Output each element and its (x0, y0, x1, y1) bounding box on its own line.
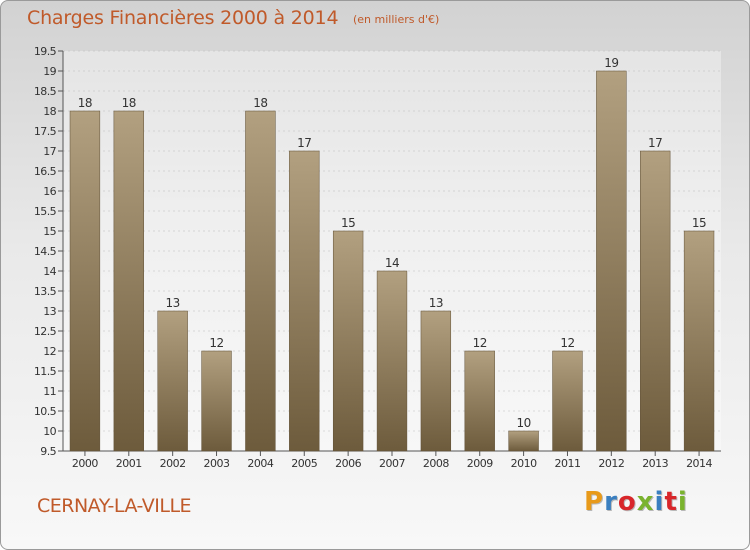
bar (683, 230, 715, 452)
y-tick-label: 12.5 (34, 325, 57, 338)
y-tick-label: 18 (43, 105, 56, 118)
bar (113, 110, 144, 452)
logo-letter: i (654, 487, 665, 517)
y-tick-label: 11.5 (34, 365, 57, 378)
bar-value-label: 15 (341, 216, 355, 230)
bar-value-label: 17 (297, 136, 311, 150)
x-tick-label: 2006 (335, 457, 361, 470)
y-tick-label: 15.5 (34, 205, 57, 218)
bar-value-label: 12 (473, 336, 487, 350)
x-tick-label: 2001 (116, 457, 142, 470)
y-tick-label: 10.5 (34, 405, 57, 418)
x-tick-label: 2007 (379, 457, 405, 470)
x-tick-label: 2003 (204, 457, 230, 470)
logo-letter: x (636, 487, 655, 517)
bar (420, 310, 452, 452)
bar-value-label: 18 (253, 96, 267, 110)
bar-value-label: 12 (209, 336, 223, 350)
y-tick-label: 10 (43, 425, 56, 438)
x-tick-label: 2008 (423, 457, 449, 470)
bar-value-label: 17 (648, 136, 662, 150)
y-tick-label: 15 (43, 225, 56, 238)
x-tick-label: 2000 (72, 457, 98, 470)
bar-value-label: 19 (604, 56, 618, 70)
y-tick-label: 17 (43, 145, 56, 158)
place-name: CERNAY-LA-VILLE (37, 495, 192, 517)
y-tick-label: 14.5 (34, 245, 57, 258)
x-tick-label: 2005 (291, 457, 317, 470)
logo-letter: o (617, 487, 637, 517)
bar-value-label: 18 (78, 96, 92, 110)
y-tick-label: 13.5 (34, 285, 57, 298)
x-tick-label: 2004 (247, 457, 273, 470)
x-tick-label: 2010 (511, 457, 537, 470)
logo-letter: i (677, 487, 688, 517)
bar (289, 150, 320, 452)
chart-subtitle: (en milliers d'€) (353, 13, 440, 26)
logo-letter: r (604, 487, 618, 517)
x-tick-label: 2009 (467, 457, 493, 470)
bar (332, 230, 364, 452)
y-tick-label: 19.5 (34, 45, 57, 58)
y-tick-label: 17.5 (34, 125, 57, 138)
bar (376, 270, 408, 452)
proxiti-logo: Proxiti (584, 487, 688, 517)
x-tick-label: 2011 (554, 457, 580, 470)
bar (201, 350, 232, 452)
y-tick-label: 19 (43, 65, 56, 78)
bar-value-label: 15 (692, 216, 706, 230)
bar (552, 350, 583, 452)
y-tick-label: 12 (43, 345, 56, 358)
bar-value-label: 18 (122, 96, 136, 110)
bar-value-label: 13 (429, 296, 443, 310)
bar-value-label: 13 (166, 296, 180, 310)
x-tick-label: 2002 (160, 457, 186, 470)
chart-title: Charges Financières 2000 à 2014 (27, 7, 339, 29)
y-tick-label: 16.5 (34, 165, 57, 178)
x-tick-label: 2012 (598, 457, 624, 470)
y-tick-label: 16 (43, 185, 56, 198)
bar-value-label: 10 (516, 416, 530, 430)
logo-letter: P (584, 487, 605, 517)
bar (508, 430, 539, 452)
bar (596, 70, 627, 452)
y-tick-label: 13 (43, 305, 56, 318)
bar-value-label: 12 (560, 336, 574, 350)
bar (69, 110, 101, 452)
bar (464, 350, 495, 452)
logo-letter: t (664, 487, 678, 517)
bar (157, 310, 188, 452)
x-tick-label: 2014 (686, 457, 712, 470)
y-tick-label: 11 (43, 385, 56, 398)
y-tick-label: 14 (43, 265, 56, 278)
x-tick-label: 2013 (642, 457, 668, 470)
bar-value-label: 14 (385, 256, 399, 270)
y-tick-label: 9.5 (40, 445, 56, 458)
y-tick-label: 18.5 (34, 85, 57, 98)
bar (640, 150, 671, 452)
bar (245, 110, 276, 452)
